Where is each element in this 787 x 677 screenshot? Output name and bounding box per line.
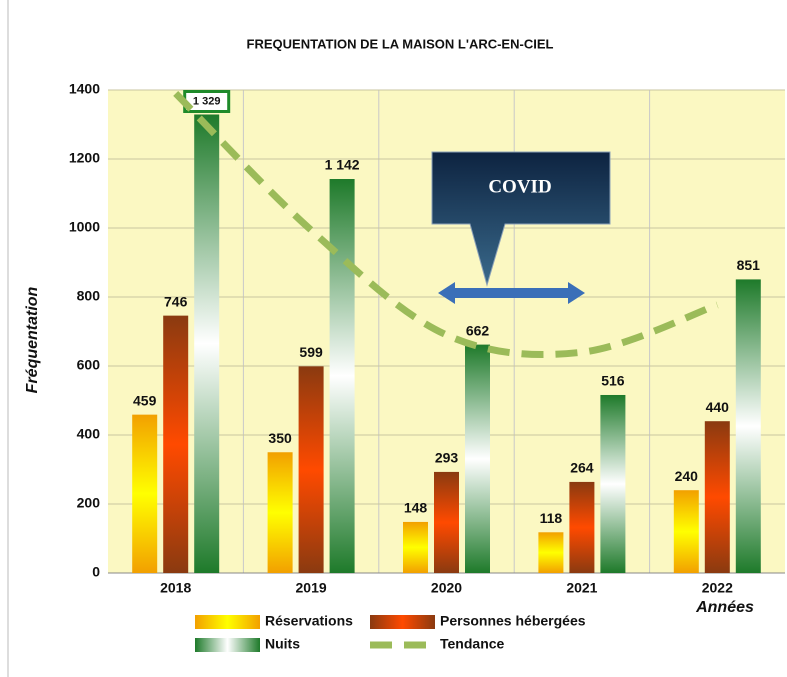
chart-title: FREQUENTATION DE LA MAISON L'ARC-EN-CIEL (247, 36, 554, 51)
x-tick-label: 2021 (566, 580, 597, 596)
callout-text: COVID (488, 176, 551, 197)
legend-label: Tendance (440, 636, 505, 652)
bar (538, 532, 564, 573)
bar (434, 471, 459, 573)
x-axis-label: Années (695, 599, 754, 616)
legend-label: Réservations (265, 613, 353, 629)
bar (403, 521, 428, 573)
y-tick-label: 0 (92, 564, 100, 580)
data-label: 118 (540, 510, 563, 526)
bar (465, 344, 490, 573)
x-tick-label: 2019 (296, 580, 327, 596)
callout-box (431, 151, 611, 287)
data-label: 440 (706, 399, 730, 415)
y-tick-label: 1000 (69, 219, 100, 235)
data-label: 264 (570, 460, 594, 476)
data-label: 851 (737, 257, 761, 273)
data-label: 1 142 (325, 157, 360, 173)
bar (298, 366, 324, 573)
data-label: 516 (601, 373, 625, 389)
data-label: 1 329 (193, 95, 221, 107)
x-tick-label: 2020 (431, 580, 462, 596)
data-label: 662 (466, 322, 490, 338)
bar (704, 421, 730, 573)
trend-line (173, 90, 719, 358)
y-tick-label: 200 (77, 495, 101, 511)
data-label: 746 (164, 293, 188, 309)
bar (673, 490, 699, 573)
y-tick-label: 1200 (69, 150, 100, 166)
y-tick-label: 400 (77, 426, 101, 442)
legend-swatch (195, 638, 260, 652)
bar (329, 179, 355, 573)
bar (735, 279, 761, 573)
data-label: 350 (268, 430, 292, 446)
data-label: 148 (404, 500, 428, 516)
bar (600, 394, 626, 573)
x-tick-label: 2018 (160, 580, 191, 596)
bar (163, 315, 189, 573)
legend-label: Personnes hébergées (440, 613, 586, 629)
bar (267, 452, 293, 573)
data-label: 459 (133, 392, 157, 408)
y-tick-label: 600 (77, 357, 101, 373)
covid-callout: COVID (431, 151, 611, 304)
bar (132, 414, 158, 573)
bar (569, 481, 595, 573)
legend-swatch (370, 615, 435, 629)
legend-swatch (195, 615, 260, 629)
bar (194, 114, 220, 574)
y-tick-label: 800 (77, 288, 101, 304)
legend-label: Nuits (265, 636, 300, 652)
data-label: 240 (675, 468, 699, 484)
covid-arrow (438, 282, 585, 304)
y-tick-label: 1400 (69, 81, 100, 97)
data-label: 293 (435, 450, 459, 466)
data-label: 599 (299, 344, 323, 360)
x-tick-label: 2022 (702, 580, 733, 596)
y-axis-label: Fréquentation (24, 286, 41, 393)
